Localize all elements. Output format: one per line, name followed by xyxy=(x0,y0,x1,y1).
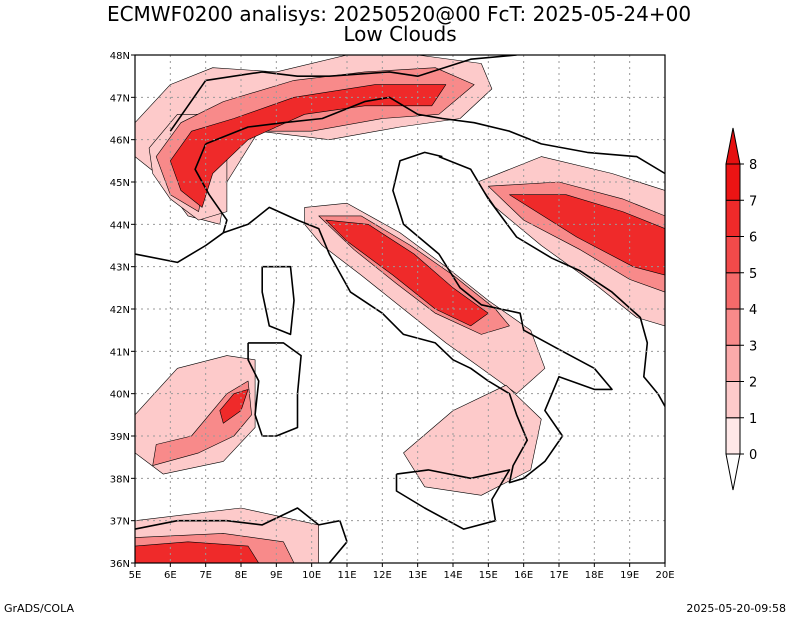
lat-label: 36N xyxy=(110,559,130,570)
coastline-layer xyxy=(135,55,665,563)
software-credit: GrADS/COLA xyxy=(4,602,74,615)
colorbar-swatch xyxy=(725,344,741,382)
colorbar-label: 4 xyxy=(749,303,757,318)
lon-label: 19E xyxy=(620,570,639,581)
map-subtitle: Low Clouds xyxy=(343,22,457,46)
lon-label: 11E xyxy=(337,570,356,581)
lon-label: 12E xyxy=(373,570,392,581)
lon-label: 5E xyxy=(129,570,142,581)
lat-label: 43N xyxy=(110,263,130,274)
longitude-labels: 5E 6E 7E 8E 9E 10E 11E 12E 13E 14E 15E 16E 17E 18E 19E… xyxy=(129,563,675,581)
lon-label: 8E xyxy=(235,570,248,581)
colorbar-swatch xyxy=(725,308,741,346)
lon-label: 16E xyxy=(514,570,533,581)
colorbar-swatch xyxy=(725,417,741,455)
colorbar-legend: 0 1 2 3 4 5 6 7 8 xyxy=(725,127,757,491)
creation-timestamp: 2025-05-20-09:58 xyxy=(686,602,786,615)
coastline-segment xyxy=(205,96,665,175)
lat-label: 37N xyxy=(110,517,130,528)
lon-label: 20E xyxy=(655,570,674,581)
lon-label: 13E xyxy=(408,570,427,581)
colorbar-swatch xyxy=(725,236,741,274)
lat-label: 39N xyxy=(110,432,130,443)
colorbar-arrow-top xyxy=(725,127,741,165)
cloud-area-apennines-max-level-6 xyxy=(325,219,489,327)
lat-label: 48N xyxy=(110,51,130,62)
colorbar-label: 0 xyxy=(749,448,757,463)
colorbar-arrow-bottom xyxy=(725,453,741,491)
colorbar-label: 7 xyxy=(749,194,757,209)
coastline-segment xyxy=(135,507,320,530)
lon-label: 10E xyxy=(302,570,321,581)
lon-label: 14E xyxy=(443,570,462,581)
lon-label: 6E xyxy=(164,570,177,581)
latitude-labels: 36N 37N 38N 39N 40N 41N 42N 43N 44N 45N 46N 47N 48N xyxy=(110,51,135,570)
coastline-segment xyxy=(169,55,517,132)
lat-label: 45N xyxy=(110,178,130,189)
cloud-area-balkans-max-level-6 xyxy=(509,194,665,276)
lat-label: 40N xyxy=(110,390,130,401)
colorbar-label: 8 xyxy=(749,158,757,173)
coastline-segment xyxy=(247,342,302,437)
lat-label: 47N xyxy=(110,93,130,104)
lon-label: 18E xyxy=(585,570,604,581)
coastline-segment xyxy=(438,155,665,407)
coastline-segment xyxy=(135,232,224,264)
coastline-segment xyxy=(395,469,511,530)
lat-label: 41N xyxy=(110,347,130,358)
lat-label: 42N xyxy=(110,305,130,316)
colorbar-label: 5 xyxy=(749,267,757,282)
lon-label: 15E xyxy=(479,570,498,581)
coastline-segment xyxy=(261,265,295,336)
lat-label: 44N xyxy=(110,220,130,231)
colorbar-label: 1 xyxy=(749,412,757,427)
colorbar-label: 6 xyxy=(749,231,757,246)
colorbar-swatch xyxy=(725,272,741,310)
grid-lines xyxy=(135,55,665,563)
colorbar-swatch xyxy=(725,163,741,201)
cloud-area-africa-max-level-6 xyxy=(135,541,260,563)
lat-label: 38N xyxy=(110,474,130,485)
lat-label: 46N xyxy=(110,136,130,147)
cloud-area-south-calabria-sicily-level-1 xyxy=(403,384,542,496)
map-title: ECMWF0200 analisys: 20250520@00 FcT: 202… xyxy=(106,2,692,26)
lon-label: 9E xyxy=(270,570,283,581)
colorbar-swatch xyxy=(725,381,741,419)
lon-label: 17E xyxy=(549,570,568,581)
colorbar-label: 3 xyxy=(749,339,757,354)
lon-label: 7E xyxy=(199,570,212,581)
colorbar-swatch xyxy=(725,199,741,237)
cloud-fill-layer xyxy=(135,55,665,563)
colorbar-label: 2 xyxy=(749,376,757,391)
coastline-segment xyxy=(223,151,613,484)
coastline-segment xyxy=(318,519,348,563)
